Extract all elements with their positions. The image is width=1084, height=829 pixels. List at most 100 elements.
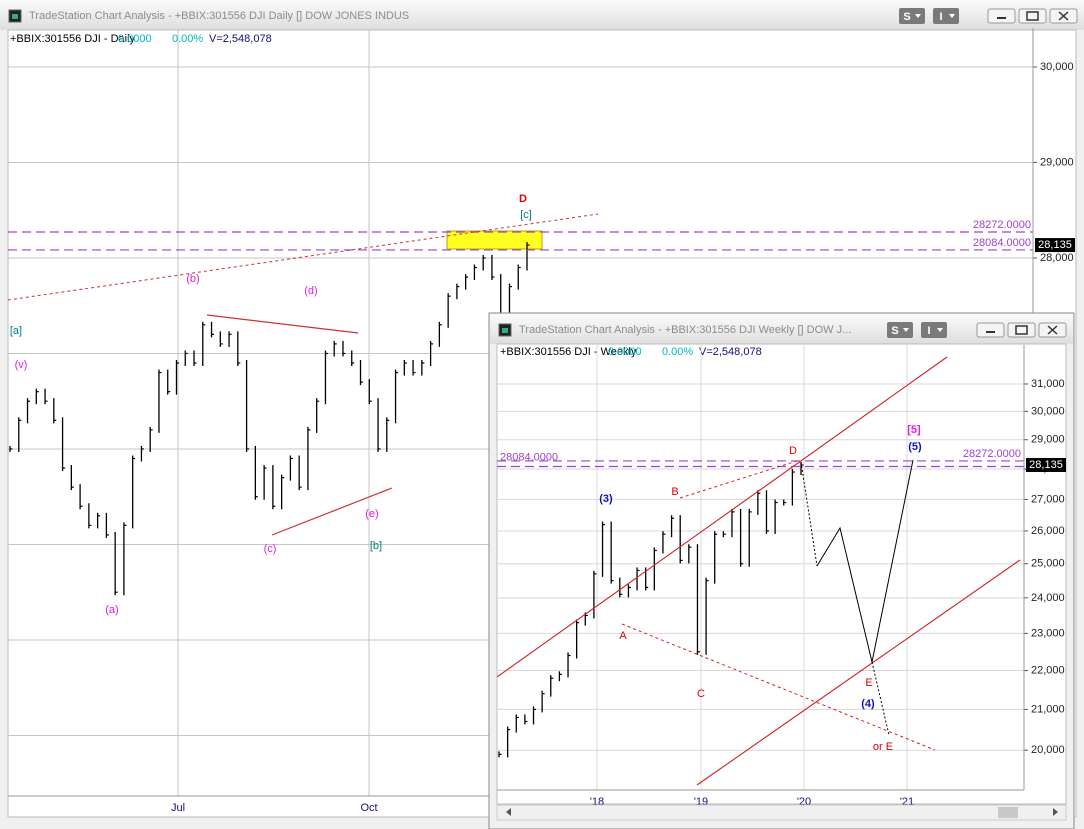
last-price-box: [1026, 458, 1066, 473]
wave-label: B: [671, 486, 678, 498]
wave-label: D: [519, 193, 527, 205]
x-tick-label: Oct: [360, 802, 377, 814]
wave-label: [5]: [907, 424, 921, 436]
projection: [871, 661, 890, 736]
app-icon-inner: [502, 328, 508, 333]
button-label[interactable]: I: [927, 325, 930, 337]
y-tick-label: 27,000: [1031, 493, 1065, 505]
y-tick-label: 29,000: [1031, 434, 1065, 446]
inset-window: TradeStation Chart Analysis - +BBIX:3015…: [488, 312, 1075, 829]
volume: V=2,548,078: [209, 33, 272, 45]
wave-label: E: [865, 677, 872, 689]
wave-label: [b]: [370, 540, 382, 552]
last-price-box: [1035, 238, 1075, 253]
button-label[interactable]: S: [903, 11, 910, 23]
chart-surface: [496, 343, 1067, 805]
maximize-button[interactable]: [1007, 322, 1036, 338]
app-icon-inner: [12, 14, 18, 19]
y-tick-label: 23,000: [1031, 627, 1065, 639]
toolbar-button[interactable]: S: [899, 8, 925, 24]
maximize-button[interactable]: [1018, 8, 1047, 24]
y-tick-label: 22,000: [1031, 664, 1065, 676]
level-label: 28272.0000: [973, 219, 1031, 231]
wave-label: (3): [599, 493, 613, 505]
title-bar: [490, 314, 1073, 344]
level-label: 28272.0000: [963, 448, 1021, 460]
y-tick-label: 26,000: [1031, 525, 1065, 537]
y-tick-label: 25,000: [1031, 558, 1065, 570]
volume: V=2,548,078: [699, 346, 762, 358]
icon: [1026, 11, 1039, 21]
wave-label: A: [619, 630, 627, 642]
button-face[interactable]: [921, 322, 947, 338]
y-tick-label: 31,000: [1031, 378, 1065, 390]
wave-label: C: [697, 688, 705, 700]
y-tick-label: 30,000: [1040, 61, 1074, 73]
wave-label: [a]: [10, 325, 22, 337]
symbol: +BBIX:301556 DJI - Weekly: [500, 346, 637, 358]
y-tick-label: 28,000: [1040, 252, 1074, 264]
channel-line: [497, 356, 948, 678]
y-tick-label: 24,000: [1031, 592, 1065, 604]
window-title: TradeStation Chart Analysis - +BBIX:3015…: [519, 324, 851, 336]
scroll-right[interactable]: [1053, 808, 1058, 816]
scroll-thumb[interactable]: [998, 807, 1018, 818]
wave-label: (e): [365, 508, 378, 520]
trend-line: [621, 623, 936, 751]
x-tick-label: Jul: [171, 802, 185, 814]
minimize-button[interactable]: [976, 322, 1005, 338]
scrollbar[interactable]: [496, 804, 1067, 821]
icon: [1015, 325, 1028, 335]
icon: [1058, 11, 1069, 21]
channel-line: [696, 559, 1021, 786]
wave-label: (4): [861, 698, 875, 710]
toolbar-button[interactable]: S: [887, 322, 913, 338]
button-arrow: [937, 328, 943, 332]
wave-label: D: [789, 445, 797, 457]
wave-label: (5): [908, 441, 922, 453]
change: 0.0000: [118, 33, 152, 45]
button-face[interactable]: [899, 8, 925, 24]
change-pct: 0.00%: [662, 346, 693, 358]
change: 0.0000: [608, 346, 642, 358]
button-face[interactable]: [887, 322, 913, 338]
last-price-label: 28,135: [1038, 239, 1072, 251]
level-label: 28084.0000: [500, 451, 558, 463]
symbol: +BBIX:301556 DJI - Daily: [10, 33, 136, 45]
plot-area: [8, 30, 1033, 796]
scroll-left[interactable]: [506, 808, 511, 816]
button-arrow: [903, 328, 909, 332]
button-face[interactable]: [933, 8, 959, 24]
wave-label: (a): [105, 604, 118, 616]
window-title: TradeStation Chart Analysis - +BBIX:3015…: [29, 10, 409, 22]
last-price-label: 28,135: [1029, 459, 1063, 471]
icon: [997, 17, 1006, 19]
wave-label: [c]: [520, 209, 532, 221]
wave-label: (c): [264, 543, 277, 555]
toolbar-button[interactable]: I: [921, 322, 947, 338]
target-zone: [446, 230, 543, 250]
wave-label: (v): [15, 359, 28, 371]
change-pct: 0.00%: [172, 33, 203, 45]
wave-label: or E: [873, 741, 893, 753]
button-label[interactable]: S: [891, 325, 898, 337]
button-label[interactable]: I: [939, 11, 942, 23]
plot-area: [497, 345, 1024, 790]
y-tick-label: 21,000: [1031, 703, 1065, 715]
button-arrow: [949, 14, 955, 18]
y-tick-label: 20,000: [1031, 744, 1065, 756]
trend-line: [271, 487, 393, 536]
minimize-button[interactable]: [987, 8, 1016, 24]
y-tick-label: 30,000: [1031, 405, 1065, 417]
icon: [1047, 325, 1058, 335]
projection: [816, 459, 914, 663]
y-tick-label: 29,000: [1040, 156, 1074, 168]
trend-line: [206, 314, 359, 334]
button-arrow: [915, 14, 921, 18]
wave-label: (b): [186, 273, 199, 285]
toolbar-button[interactable]: I: [933, 8, 959, 24]
projection: [800, 461, 818, 567]
icon: [986, 331, 995, 333]
level-label: 28084.0000: [973, 237, 1031, 249]
